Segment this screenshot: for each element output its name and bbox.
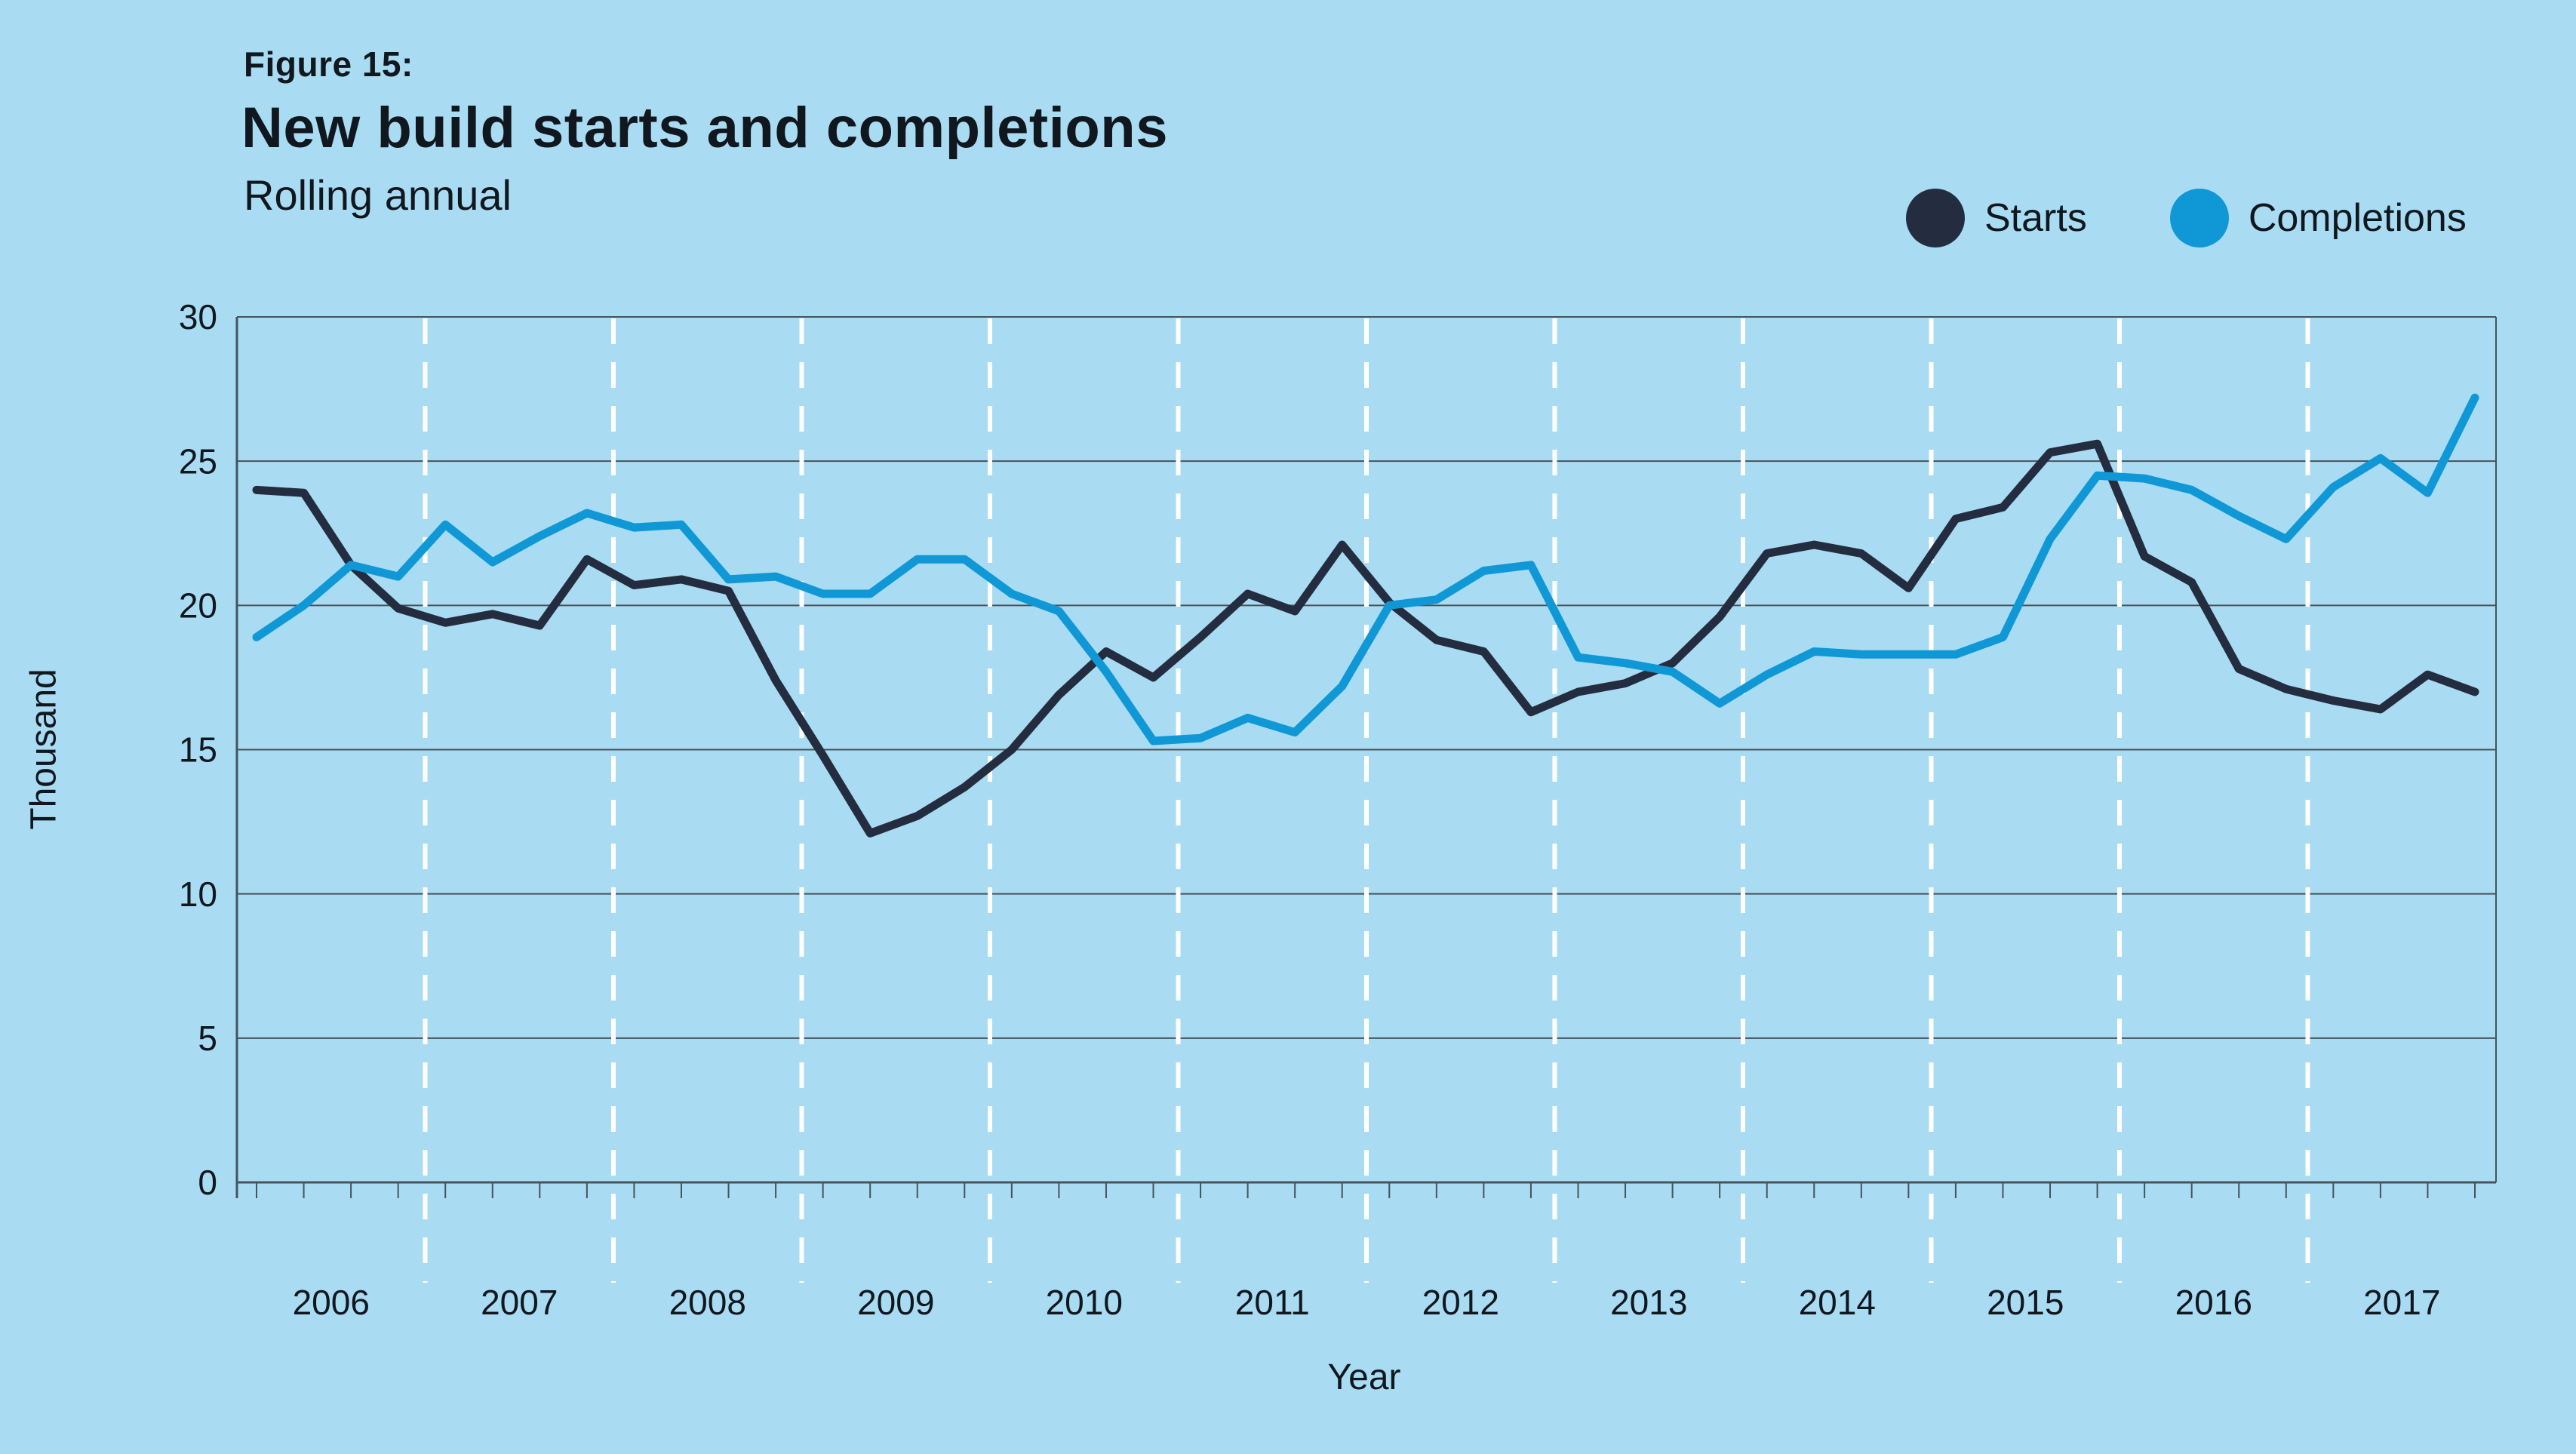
y-tick-label: 20 bbox=[179, 586, 217, 625]
y-tick-label: 0 bbox=[198, 1163, 217, 1202]
x-tick-label: 2008 bbox=[669, 1283, 746, 1322]
starts-legend-label: Starts bbox=[1984, 196, 2087, 240]
legend: Starts Completions bbox=[1906, 189, 2467, 247]
x-axis-title: Year bbox=[1327, 1357, 1401, 1397]
completions-legend-label: Completions bbox=[2248, 196, 2467, 240]
x-tick-label: 2012 bbox=[1422, 1283, 1499, 1322]
completions-series-line bbox=[252, 393, 2479, 745]
chart-title: New build starts and completions bbox=[241, 96, 1168, 160]
x-tick-label: 2017 bbox=[2363, 1283, 2440, 1322]
starts-series-line bbox=[252, 439, 2479, 838]
completions-legend-swatch-icon bbox=[2169, 189, 2229, 247]
x-tick-label: 2015 bbox=[1987, 1283, 2064, 1322]
x-tick-label: 2014 bbox=[1799, 1283, 1876, 1322]
x-tick-label: 2013 bbox=[1610, 1283, 1687, 1322]
x-tick-label: 2016 bbox=[2175, 1283, 2252, 1322]
legend-item-completions: Completions bbox=[2169, 189, 2467, 247]
chart-subtitle: Rolling annual bbox=[244, 171, 512, 219]
x-tick-label: 2006 bbox=[293, 1283, 370, 1322]
starts-legend-swatch-icon bbox=[1906, 189, 1965, 247]
y-tick-label: 10 bbox=[179, 875, 217, 914]
legend-item-starts: Starts bbox=[1906, 189, 2087, 247]
y-tick-label: 15 bbox=[179, 730, 217, 770]
y-tick-label: 30 bbox=[179, 297, 217, 337]
x-tick-label: 2010 bbox=[1046, 1283, 1123, 1322]
y-tick-label: 25 bbox=[179, 441, 217, 481]
y-tick-label: 5 bbox=[198, 1019, 217, 1058]
figure-label: Figure 15: bbox=[244, 45, 413, 84]
x-tick-label: 2011 bbox=[1235, 1283, 1310, 1322]
x-tick-label: 2009 bbox=[857, 1283, 934, 1322]
x-tick-label: 2007 bbox=[481, 1283, 558, 1322]
